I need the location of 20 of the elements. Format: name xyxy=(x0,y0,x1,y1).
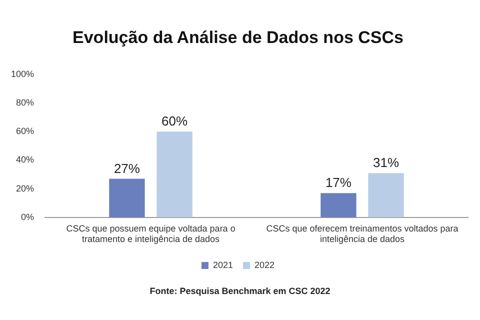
data-label: 60% xyxy=(162,114,188,129)
bar xyxy=(156,132,192,218)
y-tick-label: 100% xyxy=(10,68,34,79)
data-label: 31% xyxy=(373,155,400,170)
chart-title: Evolução da Análise de Dados nos CSCs xyxy=(72,28,404,47)
y-tick-label: 20% xyxy=(16,183,34,194)
legend-label: 2021 xyxy=(212,260,234,270)
bar xyxy=(109,178,145,218)
legend-label: 2022 xyxy=(254,260,275,270)
y-tick-label: 60% xyxy=(16,126,34,136)
x-tick-label: CSCs que oferecem treinamentos voltados para inteligência de dados xyxy=(266,223,458,244)
data-label: 17% xyxy=(325,175,352,190)
bar xyxy=(320,193,356,218)
x-tick-label: CSCs que possuem equipe voltada para o tratamento e inteligência de dados xyxy=(66,223,236,244)
source-note: Fonte: Pesquisa Benchmark em CSC 2022 xyxy=(148,286,332,296)
y-tick-label: 0% xyxy=(21,212,34,222)
y-tick-label: 40% xyxy=(16,154,34,165)
y-tick-label: 80% xyxy=(16,97,34,108)
bar xyxy=(368,173,404,218)
data-label: 27% xyxy=(114,160,140,176)
